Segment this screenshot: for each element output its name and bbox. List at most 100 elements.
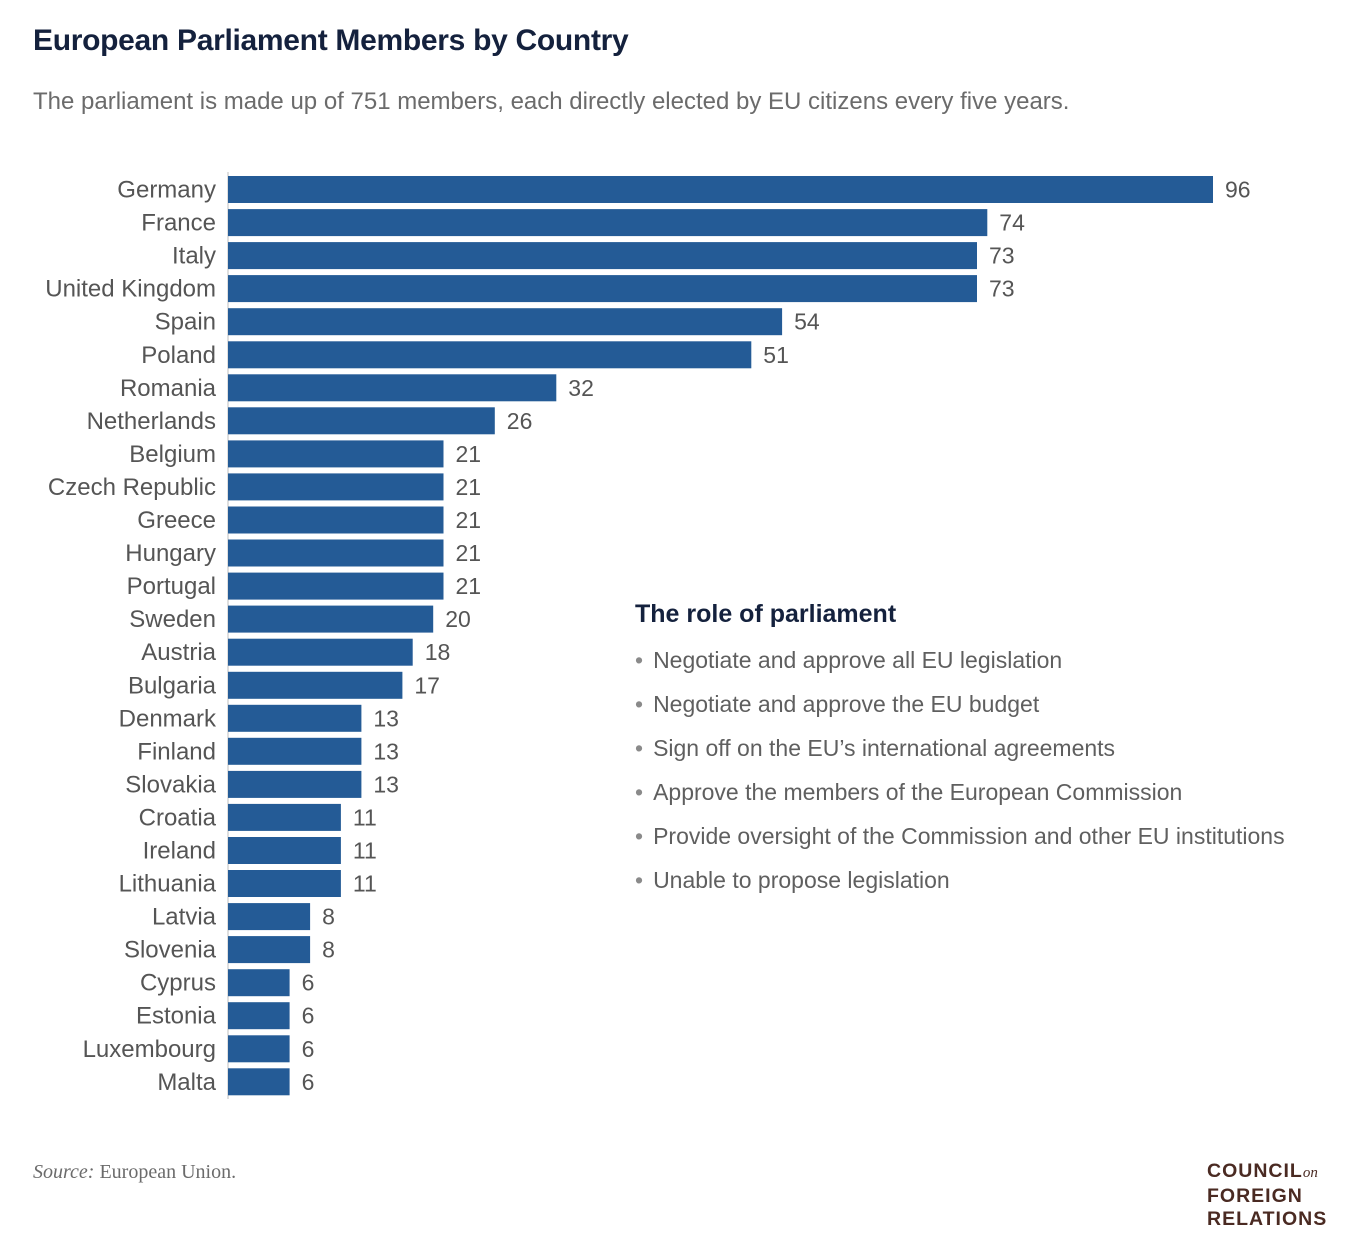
category-label: Ireland <box>143 838 216 865</box>
category-label: Bulgaria <box>128 672 217 699</box>
role-item: • Sign off on the EU’s international agre… <box>635 735 1116 761</box>
value-label: 73 <box>989 243 1015 269</box>
category-label: Italy <box>172 243 216 270</box>
role-item-text: Provide oversight of the Commission and … <box>653 823 1285 849</box>
bar-croatia <box>228 803 341 831</box>
role-item: • Negotiate and approve the EU budget <box>635 691 1040 717</box>
logo-line2: FOREIGN <box>1207 1185 1303 1207</box>
category-label: Germany <box>117 177 216 204</box>
bar-latvia <box>228 903 311 931</box>
category-label: Estonia <box>136 1003 217 1030</box>
bar-romania <box>228 374 557 402</box>
chart-title: European Parliament Members by Country <box>33 24 629 57</box>
value-label: 26 <box>507 408 533 434</box>
role-item: • Approve the members of the European Com… <box>635 779 1183 805</box>
bar-italy <box>228 242 977 270</box>
category-label: Greece <box>137 507 216 534</box>
value-label: 13 <box>373 738 399 764</box>
bar-portugal <box>228 572 444 600</box>
role-item-text: Negotiate and approve the EU budget <box>653 691 1040 717</box>
role-item-text: Negotiate and approve all EU legislation <box>653 647 1063 673</box>
role-panel: The role of parliament • Negotiate and ap… <box>635 600 1355 909</box>
value-label: 6 <box>302 970 315 996</box>
logo-line1: COUNCIL <box>1207 1160 1303 1182</box>
cfr-logo: COUNCILon FOREIGN RELATIONS <box>1207 1160 1327 1231</box>
bar-estonia <box>228 1002 290 1030</box>
value-label: 96 <box>1225 177 1251 203</box>
chart-subtitle: The parliament is made up of 751 members… <box>33 88 1070 115</box>
bar-finland <box>228 737 362 765</box>
category-label: Finland <box>137 738 216 765</box>
category-label: Sweden <box>129 606 216 633</box>
bar-hungary <box>228 539 444 567</box>
bar-ireland <box>228 837 341 864</box>
value-label: 21 <box>456 573 482 599</box>
category-label: Malta <box>157 1069 216 1096</box>
role-item: • Unable to propose legislation <box>635 867 950 893</box>
bar-poland <box>228 341 752 369</box>
role-item: • Negotiate and approve all EU legislatio… <box>635 647 1063 673</box>
bar-bulgaria <box>228 671 403 699</box>
value-label: 21 <box>456 474 482 500</box>
category-label: Hungary <box>125 540 216 567</box>
source-text: European Union. <box>99 1161 237 1183</box>
category-label: Lithuania <box>119 871 217 898</box>
category-label: Netherlands <box>87 408 216 435</box>
bar-spain <box>228 308 783 336</box>
value-label: 6 <box>302 1069 315 1095</box>
category-label: Luxembourg <box>83 1036 216 1063</box>
value-label: 21 <box>456 507 482 533</box>
value-label: 32 <box>568 375 594 401</box>
category-label: Latvia <box>152 904 217 931</box>
bar-netherlands <box>228 407 495 435</box>
logo-line3: RELATIONS <box>1207 1208 1328 1230</box>
value-label: 73 <box>989 276 1015 302</box>
bar-austria <box>228 638 413 666</box>
bar-greece <box>228 506 444 534</box>
bar-sweden <box>228 605 434 633</box>
source-label: Source: <box>33 1161 95 1183</box>
value-label: 11 <box>353 871 377 897</box>
value-label: 13 <box>373 771 399 797</box>
role-item-text: Approve the members of the European Comm… <box>653 779 1183 805</box>
bar-france <box>228 209 988 237</box>
category-label: Poland <box>141 342 216 369</box>
value-label: 8 <box>322 937 335 963</box>
value-label: 54 <box>794 309 820 335</box>
bar-czech-republic <box>228 473 444 501</box>
category-label: Slovakia <box>125 771 216 798</box>
value-label: 13 <box>373 705 399 731</box>
bar-luxembourg <box>228 1035 290 1063</box>
bar-lithuania <box>228 870 341 897</box>
value-label: 11 <box>353 838 377 864</box>
category-label: Belgium <box>129 441 216 468</box>
bar-united-kingdom <box>228 275 977 303</box>
category-label: Austria <box>141 639 216 666</box>
category-label: France <box>141 210 216 237</box>
role-list: • Negotiate and approve all EU legislatio… <box>635 645 1355 909</box>
role-title: The role of parliament <box>635 600 897 628</box>
value-label: 74 <box>999 210 1025 236</box>
value-label: 21 <box>456 540 482 566</box>
category-label: Spain <box>155 309 216 336</box>
value-label: 6 <box>302 1036 315 1062</box>
category-label: Slovenia <box>124 937 217 964</box>
value-label: 6 <box>302 1003 315 1029</box>
bar-cyprus <box>228 969 290 997</box>
category-label: Denmark <box>119 705 217 732</box>
category-label: Cyprus <box>140 970 216 997</box>
value-label: 20 <box>445 606 471 632</box>
category-label: Romania <box>120 375 217 402</box>
value-label: 11 <box>353 804 377 830</box>
role-item: • Provide oversight of the Commission and… <box>635 823 1285 849</box>
value-label: 21 <box>456 441 482 467</box>
category-label: United Kingdom <box>45 276 216 303</box>
bar-belgium <box>228 440 444 468</box>
category-label: Croatia <box>139 804 217 831</box>
role-item-text: Unable to propose legislation <box>653 867 950 893</box>
source-note: Source: European Union. <box>33 1161 236 1184</box>
value-label: 8 <box>322 904 335 930</box>
role-item-text: Sign off on the EU’s international agree… <box>653 735 1116 761</box>
category-label: Czech Republic <box>48 474 216 501</box>
